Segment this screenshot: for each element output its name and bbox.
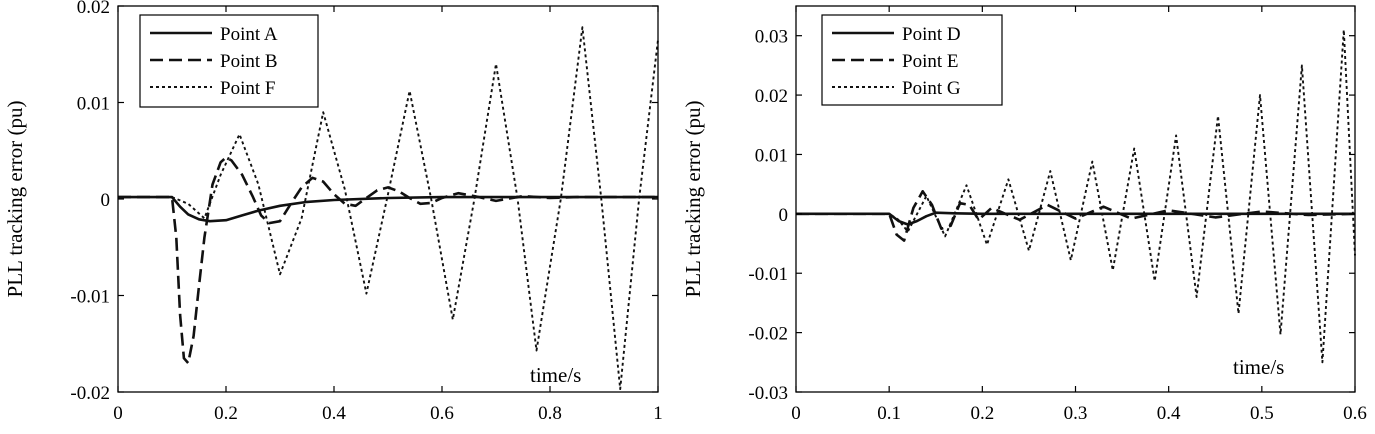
legend-entry: Point E xyxy=(902,51,958,72)
x-tick-label: 0.4 xyxy=(322,403,346,424)
series-line-point-a xyxy=(118,195,658,223)
y-tick-label: -0.03 xyxy=(748,383,788,404)
chart-left: 0 0.2 0.4 0.6 0.8 1 -0.02 -0.01 0 0.01 0.02 PLL tra… xyxy=(3,0,663,424)
x-tick-label: 0.4 xyxy=(1157,403,1181,424)
legend: Point A Point B Point F xyxy=(139,14,319,108)
y-tick-label: -0.02 xyxy=(748,324,788,345)
y-axis-label: PLL tracking error (pu) xyxy=(3,101,27,298)
y-tick-label: -0.02 xyxy=(70,383,110,404)
series-line-point-b xyxy=(118,156,658,365)
y-tick-label: 0.02 xyxy=(755,86,788,107)
legend-entry: Point B xyxy=(220,51,278,72)
x-tick-label: 0.2 xyxy=(214,403,238,424)
chart-right: 0 0.1 0.2 0.3 0.4 0.5 0.6 -0.03 -0.02 -0.01 0 0.01 0… xyxy=(681,5,1367,424)
x-tick-label: 0.1 xyxy=(877,403,901,424)
y-tick-label: 0 xyxy=(101,190,111,211)
x-tick-label: 0 xyxy=(791,403,801,424)
series-line-point-d xyxy=(796,211,1355,226)
y-tick-label: -0.01 xyxy=(748,264,788,285)
legend-entry: Point D xyxy=(902,24,961,45)
legend-entry: Point A xyxy=(220,24,278,45)
series-line-point-e xyxy=(796,190,1356,242)
y-tick-label: 0.01 xyxy=(77,94,110,115)
x-tick-label: 0 xyxy=(113,403,123,424)
y-tick-label: 0.01 xyxy=(755,145,788,166)
x-tick-label: 0.6 xyxy=(430,403,454,424)
x-tick-label: 0.5 xyxy=(1250,403,1274,424)
legend-entry: Point F xyxy=(220,78,275,99)
x-axis-label: time/s xyxy=(530,363,581,387)
y-axis-label: PLL tracking error (pu) xyxy=(681,101,705,298)
y-tick-label: 0.03 xyxy=(755,27,788,48)
x-tick-label: 0.3 xyxy=(1064,403,1088,424)
x-tick-label: 0.8 xyxy=(538,403,562,424)
x-tick-label: 0.2 xyxy=(970,403,994,424)
x-tick-label: 1 xyxy=(653,403,663,424)
y-tick-label: -0.01 xyxy=(70,287,110,308)
x-tick-label: 0.6 xyxy=(1343,403,1367,424)
y-tick-label: 0.02 xyxy=(77,0,110,18)
legend: Point D Point E Point G xyxy=(821,14,1003,106)
x-axis-label: time/s xyxy=(1233,355,1284,379)
legend-entry: Point G xyxy=(902,78,961,99)
y-tick-label: 0 xyxy=(779,205,789,226)
